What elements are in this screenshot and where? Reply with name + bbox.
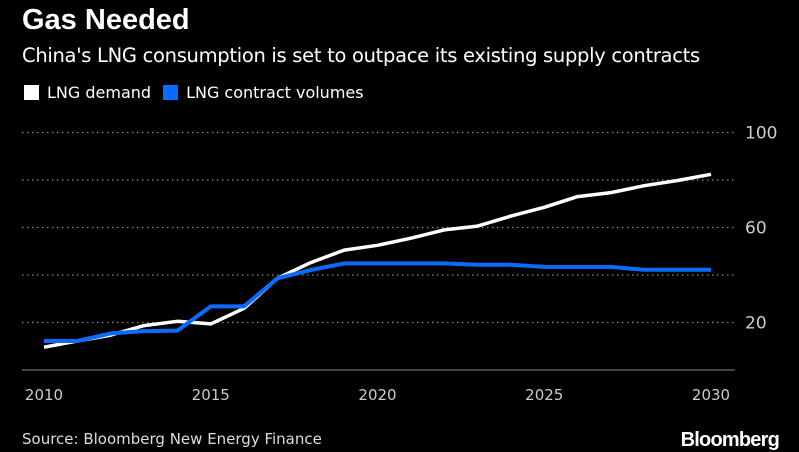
x-tick-label: 2025 [525,386,563,404]
legend-swatch-demand [24,85,39,100]
series-line-lng-contract-volumes [44,261,711,343]
x-tick-label: 2030 [692,386,730,404]
y-tick-label: 100 [745,124,777,144]
series-line-lng-demand [43,172,712,349]
x-tick-label: 2010 [25,386,63,404]
x-tick-label: 2015 [192,386,230,404]
legend-item-demand: LNG demand [24,83,151,102]
legend-item-contracts: LNG contract volumes [163,83,364,102]
chart-title: Gas Needed [22,4,190,36]
y-tick-label: 20 [745,314,767,334]
legend: LNG demand LNG contract volumes [24,83,376,102]
x-tick-label: 2020 [358,386,396,404]
chart-subtitle: China's LNG consumption is set to outpac… [22,44,700,67]
y-tick-label: 60 [745,219,767,239]
legend-swatch-contracts [163,85,179,100]
source-note: Source: Bloomberg New Energy Finance [22,430,322,448]
legend-label-demand: LNG demand [47,83,152,102]
legend-label-contracts: LNG contract volumes [186,83,364,102]
bloomberg-logo: Bloomberg [680,429,780,451]
